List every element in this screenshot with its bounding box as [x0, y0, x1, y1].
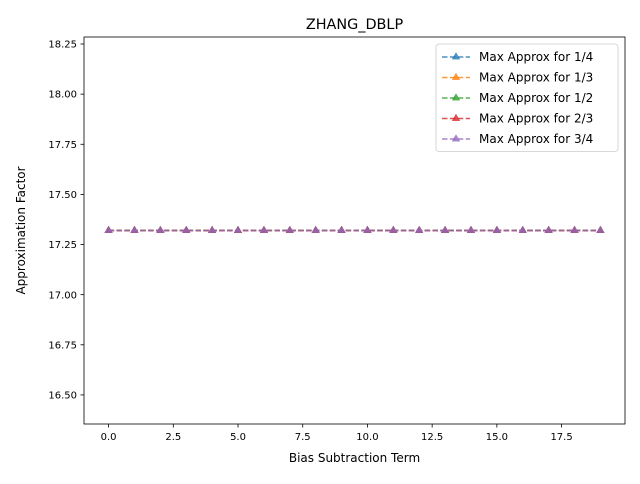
x-axis-label: Bias Subtraction Term [289, 451, 420, 465]
data-point [104, 225, 113, 233]
y-tick-label: 17.75 [48, 140, 77, 151]
data-point [415, 225, 424, 233]
data-point [363, 225, 372, 233]
x-tick-label: 5.0 [230, 432, 246, 443]
y-tick-label: 16.50 [48, 391, 77, 402]
data-point [337, 225, 346, 233]
plot-frame [83, 36, 626, 425]
y-tick-label: 17.50 [48, 190, 77, 201]
data-point [233, 225, 243, 233]
legend: Max Approx for 1/4 Max Approx for 1/3 Max … [435, 43, 619, 152]
legend-label: Max Approx for 1/3 [479, 71, 593, 85]
x-tick-label: 10.0 [356, 432, 378, 443]
data-point [130, 225, 139, 233]
data-point [440, 225, 450, 233]
y-tick-label: 16.75 [48, 340, 77, 351]
data-point [389, 225, 398, 233]
data-point [156, 225, 165, 233]
data-point [182, 225, 191, 233]
data-point [570, 225, 579, 233]
x-tick-label: 0.0 [101, 432, 117, 443]
x-tick-label: 12.5 [421, 432, 443, 443]
legend-item: Max Approx for 1/3 [442, 71, 593, 85]
legend-marker [451, 113, 461, 121]
legend-marker [451, 52, 461, 60]
y-axis-label: Approximation Factor [14, 166, 28, 294]
data-point [311, 225, 320, 233]
data-point [259, 225, 269, 233]
data-point [492, 225, 502, 233]
chart-title: ZHANG_DBLP [306, 17, 404, 33]
x-tick-label: 15.0 [486, 432, 508, 443]
legend-label: Max Approx for 2/3 [479, 112, 593, 126]
data-point [596, 225, 605, 233]
y-tick-label: 18.25 [48, 40, 77, 51]
series-layer [104, 225, 605, 233]
data-point [285, 225, 294, 233]
legend-item: Max Approx for 3/4 [442, 132, 593, 146]
x-tick-label: 7.5 [295, 432, 311, 443]
legend-label: Max Approx for 1/2 [479, 91, 593, 105]
legend-marker [451, 134, 461, 142]
legend-marker [451, 72, 461, 80]
x-tick-label: 2.5 [165, 432, 181, 443]
legend-marker [451, 93, 461, 101]
x-axis-ticks: 0.0 2.5 5.0 7.5 10.0 12.5 15.0 17.5 [101, 424, 573, 443]
legend-label: Max Approx for 1/4 [479, 50, 593, 64]
y-tick-label: 17.00 [48, 290, 77, 301]
y-axis-ticks: 16.50 16.75 17.00 17.25 17.50 17.75 18.00 18.25 [48, 40, 84, 402]
data-point [544, 225, 553, 233]
legend-item: Max Approx for 1/2 [442, 91, 593, 105]
data-point [466, 225, 476, 233]
data-point [207, 225, 217, 233]
y-tick-label: 18.00 [48, 90, 77, 101]
legend-item: Max Approx for 1/4 [442, 50, 593, 64]
legend-item: Max Approx for 2/3 [442, 112, 593, 126]
series-5 [104, 225, 605, 233]
y-tick-label: 17.25 [48, 240, 77, 251]
data-point [518, 225, 527, 233]
x-tick-label: 17.5 [550, 432, 572, 443]
legend-box [435, 43, 619, 152]
legend-label: Max Approx for 3/4 [479, 132, 593, 146]
